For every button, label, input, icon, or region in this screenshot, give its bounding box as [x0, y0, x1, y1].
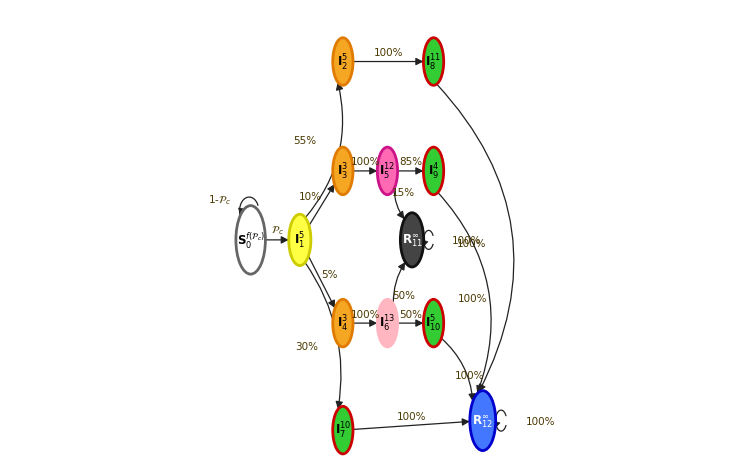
Ellipse shape	[236, 206, 266, 275]
Text: $\mathbf{R}_{12}^{\infty}$: $\mathbf{R}_{12}^{\infty}$	[472, 412, 493, 429]
Text: $\mathbf{I}_5^{12}$: $\mathbf{I}_5^{12}$	[379, 161, 396, 181]
Ellipse shape	[333, 39, 353, 86]
Text: 100%: 100%	[351, 157, 380, 167]
Text: 100%: 100%	[525, 416, 555, 426]
Text: $1\text{-}\mathcal{P}_c$: $1\text{-}\mathcal{P}_c$	[208, 193, 232, 207]
Ellipse shape	[289, 215, 311, 266]
Text: 15%: 15%	[393, 188, 415, 198]
Text: $\mathcal{P}_c$: $\mathcal{P}_c$	[271, 224, 283, 236]
Text: $\mathbf{I}_4^3$: $\mathbf{I}_4^3$	[337, 313, 348, 334]
Text: 100%: 100%	[396, 411, 426, 421]
Text: 85%: 85%	[399, 157, 422, 167]
Ellipse shape	[424, 148, 444, 195]
Ellipse shape	[400, 213, 424, 268]
Text: 50%: 50%	[393, 290, 415, 300]
Text: 100%: 100%	[452, 236, 481, 245]
Text: $\mathbf{I}_7^{10}$: $\mathbf{I}_7^{10}$	[335, 420, 351, 440]
Ellipse shape	[470, 391, 496, 451]
Text: 100%: 100%	[458, 293, 487, 303]
Text: $\mathbf{S}_0^{f(\mathcal{P}_c)}$: $\mathbf{S}_0^{f(\mathcal{P}_c)}$	[237, 230, 265, 250]
Text: $\mathbf{I}_8^{11}$: $\mathbf{I}_8^{11}$	[425, 52, 441, 72]
Ellipse shape	[424, 39, 444, 86]
Text: 55%: 55%	[293, 136, 317, 146]
Text: $\mathbf{I}_{10}^5$: $\mathbf{I}_{10}^5$	[425, 313, 442, 334]
Text: 50%: 50%	[399, 309, 422, 319]
Text: 100%: 100%	[457, 238, 486, 248]
Ellipse shape	[333, 407, 353, 454]
Ellipse shape	[333, 148, 353, 195]
Text: 100%: 100%	[373, 48, 403, 58]
Text: $\mathbf{I}_3^3$: $\mathbf{I}_3^3$	[337, 161, 348, 181]
Text: 5%: 5%	[321, 269, 338, 279]
Text: 100%: 100%	[455, 370, 485, 380]
Text: 100%: 100%	[351, 309, 380, 319]
Text: $\mathbf{I}_9^4$: $\mathbf{I}_9^4$	[428, 161, 439, 181]
Text: $\mathbf{I}_1^5$: $\mathbf{I}_1^5$	[294, 230, 306, 250]
Ellipse shape	[333, 300, 353, 347]
Ellipse shape	[377, 148, 398, 195]
Text: $\mathbf{R}_{11}^{\infty}$: $\mathbf{R}_{11}^{\infty}$	[401, 232, 422, 248]
Text: 10%: 10%	[299, 192, 322, 202]
Text: $\mathbf{I}_6^{13}$: $\mathbf{I}_6^{13}$	[379, 313, 396, 334]
Ellipse shape	[377, 300, 398, 347]
Text: $\mathbf{I}_2^5$: $\mathbf{I}_2^5$	[337, 52, 348, 72]
Ellipse shape	[424, 300, 444, 347]
Text: 30%: 30%	[294, 342, 317, 352]
